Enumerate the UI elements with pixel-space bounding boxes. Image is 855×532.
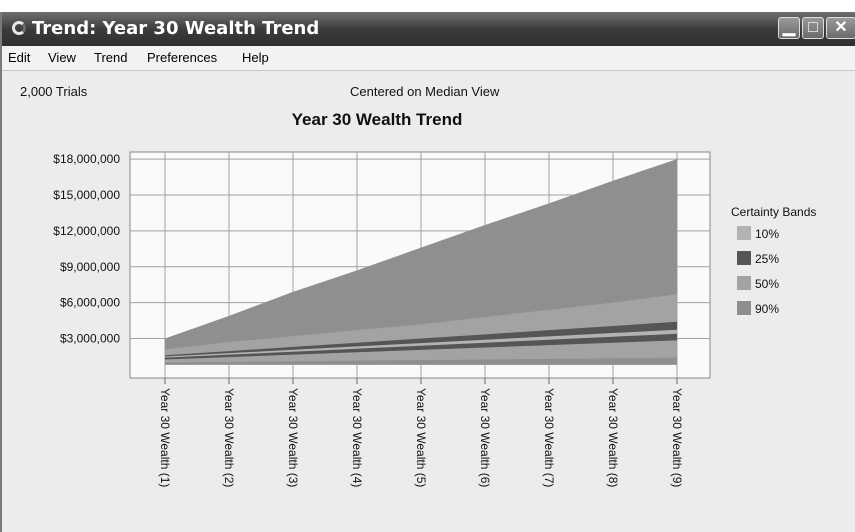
x-tick-label: Year 30 Wealth (4) — [350, 388, 364, 487]
y-tick-label: $6,000,000 — [60, 296, 120, 310]
y-tick-label: $18,000,000 — [53, 152, 120, 166]
legend-swatch — [737, 301, 751, 315]
close-icon: ✕ — [834, 19, 848, 36]
x-tick-label: Year 30 Wealth (7) — [542, 388, 556, 487]
x-tick-label: Year 30 Wealth (2) — [222, 388, 236, 487]
view-mode: Centered on Median View — [350, 84, 500, 99]
legend-label: 25% — [755, 252, 779, 266]
minimize-button[interactable]: ▁ — [778, 17, 800, 39]
menu-edit[interactable]: Edit — [8, 50, 31, 65]
maximize-icon: □ — [808, 19, 818, 36]
y-tick-label: $3,000,000 — [60, 332, 120, 346]
legend-label: 90% — [755, 302, 779, 316]
trend-chart: $3,000,000 $6,000,000 $9,000,000 $12,000,00… — [53, 151, 816, 487]
band-50-area — [165, 294, 677, 363]
maximize-button[interactable]: □ — [802, 17, 824, 39]
y-tick-label: $12,000,000 — [53, 224, 120, 238]
y-tick-label: $15,000,000 — [53, 188, 120, 202]
window-title: Trend: Year 30 Wealth Trend — [32, 18, 320, 39]
menu-bar: Edit View Trend Preferences Help — [2, 46, 855, 71]
x-tick-label: Year 30 Wealth (1) — [158, 388, 172, 487]
menu-trend[interactable]: Trend — [94, 50, 128, 65]
chart-title: Year 30 Wealth Trend — [291, 110, 463, 129]
menu-view[interactable]: View — [48, 50, 76, 65]
app-icon — [12, 21, 26, 35]
menu-preferences[interactable]: Preferences — [147, 50, 218, 65]
band-10-area — [165, 329, 677, 358]
title-bar[interactable]: Trend: Year 30 Wealth Trend ▁ □ ✕ — [2, 12, 855, 46]
close-button[interactable]: ✕ — [826, 17, 855, 39]
legend-swatch — [737, 251, 751, 265]
x-tick-label: Year 30 Wealth (9) — [670, 388, 684, 487]
x-tick-label: Year 30 Wealth (8) — [606, 388, 620, 487]
legend-label: 10% — [755, 227, 779, 241]
x-tick-label: Year 30 Wealth (3) — [286, 388, 300, 487]
menu-help[interactable]: Help — [242, 50, 269, 65]
legend-swatch — [737, 276, 751, 290]
trend-window: Trend: Year 30 Wealth Trend ▁ □ ✕ Edit V… — [0, 12, 855, 532]
trials-count: 2,000 Trials — [20, 84, 88, 99]
x-tick-label: Year 30 Wealth (5) — [414, 388, 428, 487]
x-tick-label: Year 30 Wealth (6) — [478, 388, 492, 487]
legend-title: Certainty Bands — [731, 205, 816, 219]
legend-swatch — [737, 226, 751, 240]
minimize-icon: ▁ — [782, 19, 796, 36]
y-tick-label: $9,000,000 — [60, 260, 120, 274]
legend-label: 50% — [755, 277, 779, 291]
